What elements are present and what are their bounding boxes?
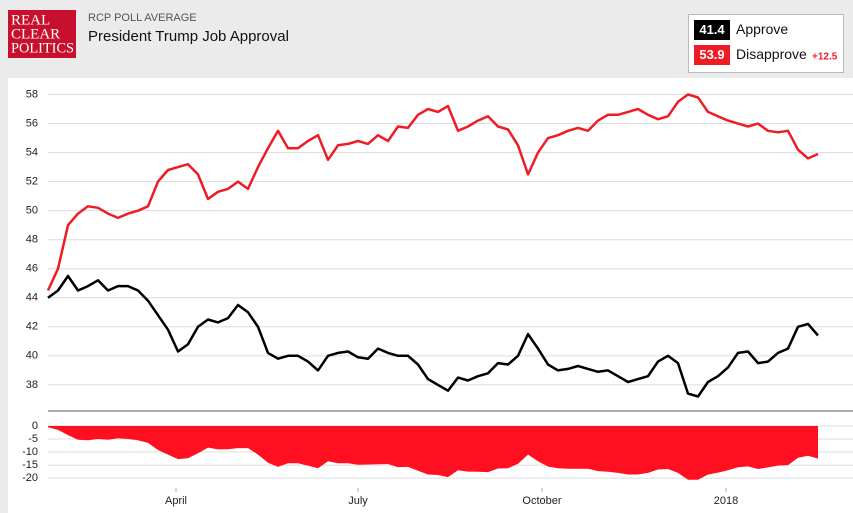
series-line: [47, 274, 819, 398]
logo-text: REAL: [11, 12, 50, 28]
y-tick-label: -20: [22, 472, 38, 484]
y-tick-label: 58: [26, 88, 38, 100]
y-tick-label: 46: [26, 263, 38, 275]
y-tick-label: 56: [26, 117, 38, 129]
y-tick-label: 50: [26, 205, 38, 217]
legend-swatch: [694, 45, 730, 65]
kicker: RCP POLL AVERAGE: [88, 12, 197, 24]
logo-text: POLITICS: [11, 40, 74, 56]
y-tick-label: 52: [26, 176, 38, 188]
y-tick-label: -10: [22, 446, 38, 458]
spread-area: [48, 426, 818, 480]
x-tick-label: July: [348, 495, 368, 507]
legend-value: 53.9: [699, 47, 724, 62]
spread-label: +12.5: [812, 52, 838, 63]
x-tick-label: April: [165, 495, 187, 507]
y-tick-label: 54: [26, 146, 38, 158]
series-line: [46, 93, 819, 292]
legend-value: 41.4: [699, 22, 725, 37]
logo-box: [8, 10, 76, 58]
y-tick-label: -5: [28, 433, 38, 445]
legend-label: Approve: [736, 21, 788, 37]
logo-text: CLEAR: [11, 26, 60, 42]
y-tick-label: 40: [26, 350, 38, 362]
y-tick-label: 48: [26, 234, 38, 246]
y-tick-label: -15: [22, 459, 38, 471]
legend: 41.4 Approve 53.9 Disapprove +12.5: [694, 20, 838, 65]
chart-title: President Trump Job Approval: [88, 28, 289, 45]
y-tick-label: 0: [32, 420, 38, 432]
legend-label: Disapprove: [736, 46, 807, 62]
x-tick-label: October: [522, 495, 561, 507]
x-tick-label: 2018: [714, 495, 738, 507]
y-tick-label: 44: [26, 292, 38, 304]
y-tick-label: 42: [26, 321, 38, 333]
y-tick-label: 38: [26, 379, 38, 391]
legend-swatch: [694, 20, 730, 40]
